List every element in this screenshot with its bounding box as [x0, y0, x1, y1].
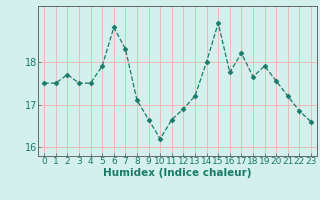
- X-axis label: Humidex (Indice chaleur): Humidex (Indice chaleur): [103, 168, 252, 178]
